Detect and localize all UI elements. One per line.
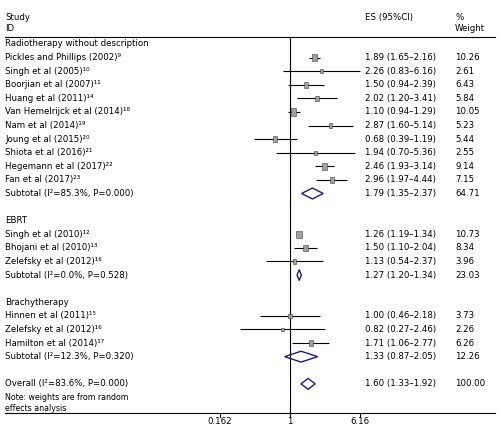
Text: 0.68 (0.39–1.19): 0.68 (0.39–1.19) (365, 135, 436, 144)
Text: 1.10 (0.94–1.29): 1.10 (0.94–1.29) (365, 108, 436, 116)
Text: 6.16: 6.16 (350, 417, 370, 427)
Text: Subtotal (I²=85.3%, P=0.000): Subtotal (I²=85.3%, P=0.000) (5, 189, 134, 198)
FancyBboxPatch shape (274, 136, 277, 142)
Text: 1.79 (1.35–2.37): 1.79 (1.35–2.37) (365, 189, 436, 198)
Text: 2.26 (0.83–6.16): 2.26 (0.83–6.16) (365, 66, 436, 76)
FancyBboxPatch shape (320, 69, 322, 73)
FancyBboxPatch shape (315, 96, 319, 101)
Text: Brachytherapy: Brachytherapy (5, 298, 69, 307)
Text: 64.71: 64.71 (455, 189, 479, 198)
Text: Boorjian et al (2007)¹¹: Boorjian et al (2007)¹¹ (5, 80, 101, 89)
Text: Subtotal (I²=0.0%, P=0.528): Subtotal (I²=0.0%, P=0.528) (5, 271, 128, 280)
Text: 5.44: 5.44 (455, 135, 474, 144)
Text: 1.71 (1.06–2.77): 1.71 (1.06–2.77) (365, 339, 436, 347)
Text: 5.84: 5.84 (455, 94, 474, 103)
Text: 2.87 (1.60–5.14): 2.87 (1.60–5.14) (365, 121, 436, 130)
Text: 1: 1 (288, 417, 293, 427)
Text: 23.03: 23.03 (455, 271, 479, 280)
Text: Joung et al (2015)²⁰: Joung et al (2015)²⁰ (5, 135, 89, 144)
Text: 2.26: 2.26 (455, 325, 474, 334)
FancyBboxPatch shape (329, 123, 332, 128)
Text: Bhojani et al (2010)¹³: Bhojani et al (2010)¹³ (5, 243, 98, 253)
Text: Weight: Weight (455, 24, 485, 33)
Text: Zelefsky et al (2012)¹⁶: Zelefsky et al (2012)¹⁶ (5, 325, 102, 334)
Text: Subtotal (I²=12.3%, P=0.320): Subtotal (I²=12.3%, P=0.320) (5, 352, 134, 361)
Text: 3.73: 3.73 (455, 311, 474, 320)
Text: %: % (455, 13, 463, 22)
Text: 1.27 (1.20–1.34): 1.27 (1.20–1.34) (365, 271, 436, 280)
Text: Singh et al (2010)¹²: Singh et al (2010)¹² (5, 230, 89, 239)
Text: Huang et al (2011)¹⁴: Huang et al (2011)¹⁴ (5, 94, 94, 103)
Text: 12.26: 12.26 (455, 352, 479, 361)
FancyBboxPatch shape (322, 163, 327, 170)
FancyBboxPatch shape (288, 314, 292, 318)
FancyBboxPatch shape (281, 328, 283, 331)
Text: 1.26 (1.19–1.34): 1.26 (1.19–1.34) (365, 230, 436, 239)
FancyBboxPatch shape (296, 231, 302, 238)
Text: Note: weights are from random
effects analysis: Note: weights are from random effects an… (5, 393, 128, 413)
Text: 2.46 (1.93–3.14): 2.46 (1.93–3.14) (365, 162, 436, 171)
FancyBboxPatch shape (330, 177, 334, 183)
Text: Radiotherapy without description: Radiotherapy without description (5, 39, 148, 49)
Text: 1.94 (0.70–5.36): 1.94 (0.70–5.36) (365, 148, 436, 157)
Text: 1.50 (0.94–2.39): 1.50 (0.94–2.39) (365, 80, 436, 89)
FancyBboxPatch shape (314, 151, 317, 155)
Text: 1.60 (1.33–1.92): 1.60 (1.33–1.92) (365, 379, 436, 388)
Text: 8.34: 8.34 (455, 243, 474, 253)
Text: Hinnen et al (2011)¹⁵: Hinnen et al (2011)¹⁵ (5, 311, 96, 320)
Text: 10.05: 10.05 (455, 108, 479, 116)
Text: 1.00 (0.46–2.18): 1.00 (0.46–2.18) (365, 311, 436, 320)
Text: Zelefsky et al (2012)¹⁶: Zelefsky et al (2012)¹⁶ (5, 257, 102, 266)
Text: ID: ID (5, 24, 14, 33)
Text: 1.89 (1.65–2.16): 1.89 (1.65–2.16) (365, 53, 436, 62)
FancyBboxPatch shape (308, 340, 312, 346)
Text: Overall (I²=83.6%, P=0.000): Overall (I²=83.6%, P=0.000) (5, 379, 128, 388)
Text: 2.02 (1.20–3.41): 2.02 (1.20–3.41) (365, 94, 436, 103)
Text: Shiota et al (2016)²¹: Shiota et al (2016)²¹ (5, 148, 92, 157)
Text: Hamilton et al (2014)¹⁷: Hamilton et al (2014)¹⁷ (5, 339, 104, 347)
Text: 10.26: 10.26 (455, 53, 479, 62)
Text: 2.55: 2.55 (455, 148, 474, 157)
FancyBboxPatch shape (312, 54, 317, 61)
Text: 1.33 (0.87–2.05): 1.33 (0.87–2.05) (365, 352, 436, 361)
FancyBboxPatch shape (304, 245, 308, 251)
Text: 1.50 (1.10–2.04): 1.50 (1.10–2.04) (365, 243, 436, 253)
FancyBboxPatch shape (293, 259, 296, 264)
Text: 3.96: 3.96 (455, 257, 474, 266)
Text: Study: Study (5, 13, 30, 22)
Text: 2.61: 2.61 (455, 66, 474, 76)
Text: EBRT: EBRT (5, 216, 27, 225)
Text: 100.00: 100.00 (455, 379, 485, 388)
Text: Van Hemelrijck et al (2014)¹⁸: Van Hemelrijck et al (2014)¹⁸ (5, 108, 130, 116)
Text: Nam et al (2014)¹⁹: Nam et al (2014)¹⁹ (5, 121, 86, 130)
Text: 9.14: 9.14 (455, 162, 474, 171)
Text: 0.82 (0.27–2.46): 0.82 (0.27–2.46) (365, 325, 436, 334)
Text: 5.23: 5.23 (455, 121, 474, 130)
FancyBboxPatch shape (291, 108, 296, 115)
Text: Pickles and Phillips (2002)⁹: Pickles and Phillips (2002)⁹ (5, 53, 121, 62)
Text: 0.162: 0.162 (208, 417, 233, 427)
Text: 6.43: 6.43 (455, 80, 474, 89)
Text: Hegemann et al (2017)²²: Hegemann et al (2017)²² (5, 162, 112, 171)
Text: 6.26: 6.26 (455, 339, 474, 347)
Text: 7.15: 7.15 (455, 175, 474, 184)
Text: 1.13 (0.54–2.37): 1.13 (0.54–2.37) (365, 257, 436, 266)
Text: Fan et al (2017)²³: Fan et al (2017)²³ (5, 175, 80, 184)
Text: 2.96 (1.97–4.44): 2.96 (1.97–4.44) (365, 175, 436, 184)
Text: 10.73: 10.73 (455, 230, 479, 239)
Text: Singh et al (2005)¹⁰: Singh et al (2005)¹⁰ (5, 66, 89, 76)
FancyBboxPatch shape (304, 82, 308, 88)
Text: ES (95%CI): ES (95%CI) (365, 13, 413, 22)
